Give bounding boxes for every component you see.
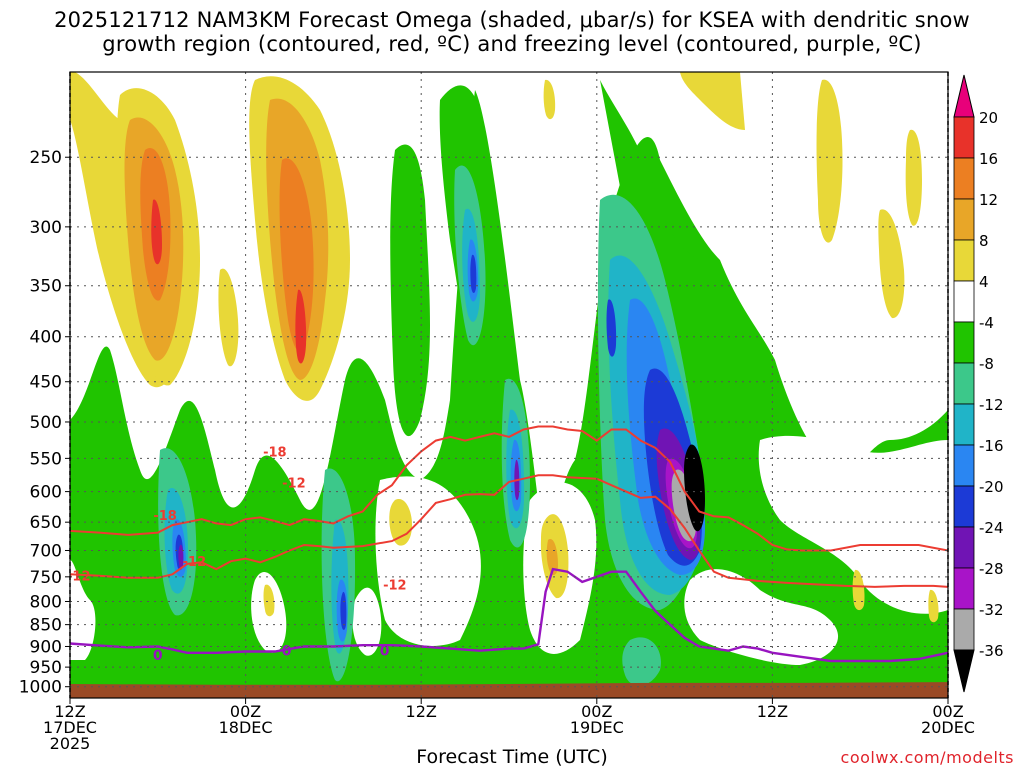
red-contour--12 <box>70 474 948 588</box>
chart-title-line-1: 2025121712 NAM3KM Forecast Omega (shaded… <box>54 8 970 32</box>
purple-contour-label: 0 <box>153 648 163 664</box>
y-tick-label-900: 900 <box>30 637 62 657</box>
y-tick-label-950: 950 <box>30 658 62 678</box>
red-contour-label: -12 <box>67 569 91 584</box>
colorbar-label: -24 <box>979 519 1004 537</box>
omega-region-red-1 <box>151 199 162 265</box>
purple-contour-0 <box>70 567 948 663</box>
red-contour--18 <box>70 425 948 552</box>
colorbar-label: -8 <box>979 355 994 373</box>
credit-link[interactable]: coolwx.com/modelts <box>840 748 1014 767</box>
colorbar-label: -16 <box>979 437 1004 455</box>
omega-region-yellow-8 <box>905 129 922 226</box>
y-tick-label-350: 350 <box>30 277 62 297</box>
y-tick-label-1000: 1000 <box>19 678 62 698</box>
red-contour-label: -12 <box>383 578 407 593</box>
y-tick-label-800: 800 <box>30 592 62 612</box>
omega-region-yellow-4 <box>218 268 239 367</box>
colorbar-box <box>953 403 975 446</box>
purple-contour-label: 0 <box>282 644 292 660</box>
colorbar-box <box>953 239 975 282</box>
colorbar-label: -12 <box>979 396 1004 414</box>
colorbar-box <box>953 362 975 405</box>
chart-title-line-2: growth region (contoured, red, ºC) and f… <box>102 32 922 56</box>
shaded-omega-field: -18 -12 -18 -12 -12 -12 0 0 0 <box>67 72 948 698</box>
colorbar-top-triangle <box>953 74 975 118</box>
omega-region-yellow-5 <box>680 72 745 130</box>
omega-region-white-gap-3 <box>352 587 382 656</box>
colorbar-label: -36 <box>979 642 1004 660</box>
x-tick-label: 00Z 18DEC <box>218 702 273 737</box>
colorbar-label: 8 <box>979 232 989 250</box>
colorbar-label: 12 <box>979 191 998 209</box>
omega-region-yellow-6 <box>816 79 843 243</box>
colorbar-box <box>953 567 975 610</box>
y-tick-label-400: 400 <box>30 328 62 348</box>
y-tick-label-450: 450 <box>30 373 62 393</box>
x-axis-ticks <box>69 698 949 704</box>
omega-region-yellow-11 <box>543 79 556 120</box>
y-tick-label-500: 500 <box>30 413 62 433</box>
colorbar-box <box>953 444 975 487</box>
y-tick-label-650: 650 <box>30 513 62 533</box>
colorbar-box <box>953 157 975 200</box>
y-tick-label-750: 750 <box>30 568 62 588</box>
colorbar-label: -28 <box>979 560 1004 578</box>
y-tick-label-250: 250 <box>30 148 62 168</box>
colorbar-label: 20 <box>979 109 998 127</box>
omega-region-gray <box>671 469 697 542</box>
freezing-level-purple-contour <box>70 567 948 663</box>
colorbar-label: -4 <box>979 314 994 332</box>
colorbar-label: 16 <box>979 150 998 168</box>
x-axis-title: Forecast Time (UTC) <box>416 746 608 768</box>
y-tick-label-850: 850 <box>30 616 62 636</box>
omega-region-gold-3 <box>546 539 558 576</box>
y-axis-tick-labels: 2503003504004505005506006507007508008509… <box>19 148 70 698</box>
colorbar-label: -20 <box>979 478 1004 496</box>
colorbar-box <box>953 485 975 528</box>
x-tick-label: 12Z <box>756 702 789 721</box>
x-tick-label: 00Z 19DEC <box>569 702 624 737</box>
terrain-surface <box>70 682 948 698</box>
purple-contour-label: 0 <box>380 644 390 660</box>
omega-colorbar: 20 16 12 8 4 -4 -8 -12 -16 -20 -24 -28 -32 -36 <box>953 74 1004 693</box>
omega-region-black <box>684 444 705 532</box>
omega-region-yellow-12 <box>852 569 865 611</box>
red-contour-label: -18 <box>153 509 177 524</box>
y-tick-label-550: 550 <box>30 449 62 469</box>
red-contour-label: -12 <box>282 477 306 492</box>
colorbar-box <box>953 116 975 159</box>
colorbar-bottom-triangle <box>953 649 975 693</box>
y-tick-label-600: 600 <box>30 483 62 503</box>
omega-region-green-top-left <box>390 144 430 437</box>
colorbar-label: -32 <box>979 601 1004 619</box>
red-contour-label: -12 <box>183 555 207 570</box>
omega-region-red-2 <box>295 289 307 364</box>
colorbar-box <box>953 321 975 364</box>
dgz-red-contours <box>70 425 948 588</box>
red-contour-label: -18 <box>263 445 287 460</box>
omega-region-orange-2 <box>279 158 314 351</box>
colorbar-box <box>953 608 975 651</box>
colorbar-box <box>953 198 975 241</box>
omega-region-yellow-13 <box>928 589 939 623</box>
omega-region-white-gap-1 <box>70 560 96 660</box>
plot-frame <box>69 71 949 699</box>
omega-region-yellow-7 <box>878 209 905 319</box>
x-tick-label: 12Z 17DEC 2025 <box>43 702 97 753</box>
y-tick-label-300: 300 <box>30 218 62 238</box>
omega-region-white-gap-6 <box>684 569 839 665</box>
colorbar-box <box>953 526 975 569</box>
omega-region-white-gap-7 <box>758 435 948 614</box>
colorbar-label: 4 <box>979 273 989 291</box>
x-tick-label: 00Z 20DEC <box>921 702 975 737</box>
y-tick-label-700: 700 <box>30 541 62 561</box>
colorbar-box <box>953 280 975 323</box>
omega-region-yellow-14 <box>263 584 275 617</box>
x-tick-label: 12Z <box>405 702 437 721</box>
contour-labels: -18 -12 -18 -12 -12 -12 0 0 0 <box>67 445 407 664</box>
omega-region-green-right-tail <box>600 80 700 300</box>
